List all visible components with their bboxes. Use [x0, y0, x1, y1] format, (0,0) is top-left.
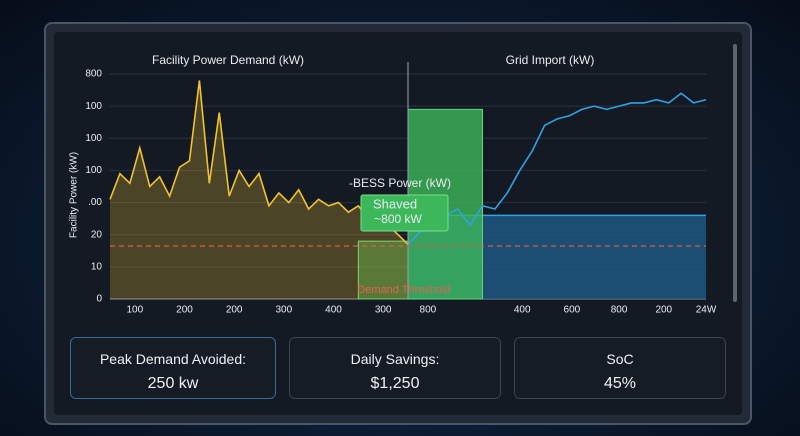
x-tick-label: 800 — [611, 305, 628, 316]
y-tick-label: 800 — [85, 69, 102, 80]
x-tick-label: 600 — [564, 305, 581, 316]
card-value: $1,250 — [370, 375, 420, 392]
x-tick-label: 400 — [514, 305, 531, 316]
annotation: Shaved — [373, 196, 417, 211]
x-tick-label: 200 — [655, 305, 672, 316]
y-tick-label: .00 — [88, 197, 102, 208]
card: SoC 45% — [514, 337, 726, 399]
x-tick-label: 100 — [126, 305, 143, 316]
x-tick-label: 300 — [275, 305, 292, 316]
series-title: Facility Power Demand (kW) — [152, 53, 304, 67]
x-tick-label: 800 — [420, 305, 437, 316]
area — [110, 80, 408, 299]
y-tick-label: 10 — [91, 261, 103, 272]
y-tick-label: 100 — [85, 101, 102, 112]
x-tick-label: 200 — [226, 305, 243, 316]
x-tick-label: 400 — [325, 305, 342, 316]
annotation: ~800 kW — [374, 212, 422, 226]
y-tick-label: 100 — [85, 133, 102, 144]
series-title: Grid Import (kW) — [506, 53, 595, 67]
bess-label: -BESS Power (kW) — [349, 176, 451, 190]
annotation-box — [360, 194, 449, 232]
card-value: 45% — [603, 375, 637, 392]
card: Peak Demand Avoided: 250 kw — [70, 337, 276, 399]
scrollbar — [733, 44, 737, 302]
card-label: SoC — [606, 351, 634, 367]
threshold-label: Demand Threshold — [357, 284, 450, 296]
x-tick-label: 200 — [176, 305, 193, 316]
card-label: Daily Savings: — [350, 351, 440, 367]
y-tick-label: 20 — [91, 229, 103, 240]
y-tick-label: 100 — [85, 165, 102, 176]
y-axis-label: Facility Power (kW) — [69, 152, 80, 238]
x-tick-label: 24W — [696, 305, 717, 316]
x-tick-label: 300 — [375, 305, 392, 316]
line — [407, 92, 707, 245]
line — [109, 80, 409, 245]
card-value: 250 kw — [147, 375, 199, 392]
card-label: Peak Demand Avoided: — [99, 351, 247, 367]
y-tick-label: 0 — [96, 294, 102, 305]
card: Daily Savings: $1,250 — [289, 337, 501, 399]
